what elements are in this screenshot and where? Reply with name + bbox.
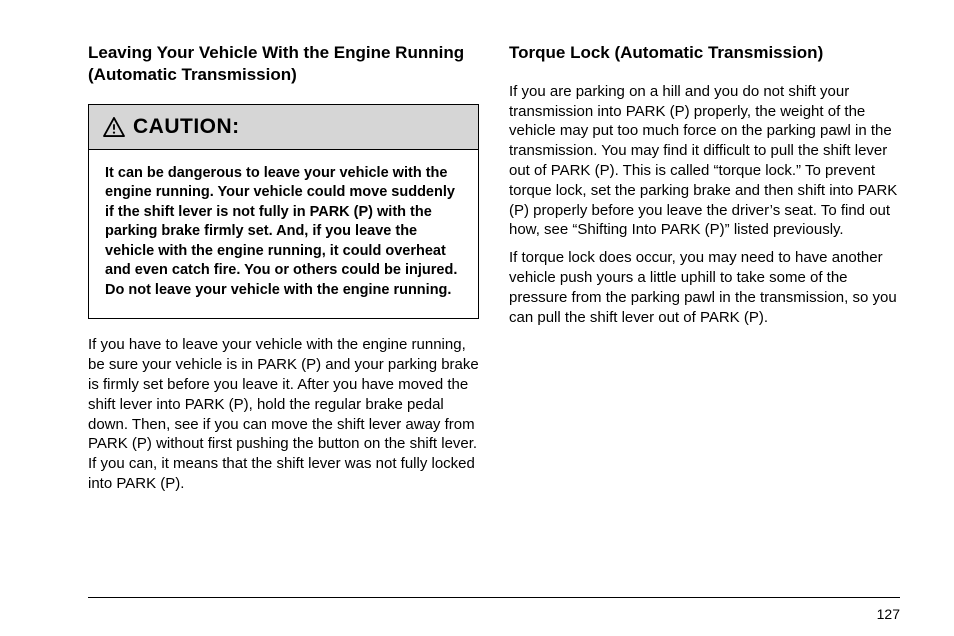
caution-header: CAUTION:: [89, 105, 478, 150]
two-column-layout: Leaving Your Vehicle With the Engine Run…: [88, 42, 900, 502]
right-paragraph-2: If torque lock does occur, you may need …: [509, 248, 900, 327]
left-column: Leaving Your Vehicle With the Engine Run…: [88, 42, 479, 502]
right-paragraph-1: If you are parking on a hill and you do …: [509, 82, 900, 240]
warning-triangle-icon: [103, 117, 125, 137]
right-section-heading: Torque Lock (Automatic Transmission): [509, 42, 900, 64]
left-paragraph-1: If you have to leave your vehicle with t…: [88, 335, 479, 493]
caution-title: CAUTION:: [133, 115, 240, 139]
caution-box: CAUTION: It can be dangerous to leave yo…: [88, 104, 479, 320]
manual-page: Leaving Your Vehicle With the Engine Run…: [0, 0, 954, 636]
caution-body-text: It can be dangerous to leave your vehicl…: [89, 150, 478, 319]
left-section-heading: Leaving Your Vehicle With the Engine Run…: [88, 42, 479, 86]
right-column: Torque Lock (Automatic Transmission) If …: [509, 42, 900, 502]
footer-horizontal-rule: [88, 597, 900, 598]
page-number: 127: [877, 606, 900, 622]
